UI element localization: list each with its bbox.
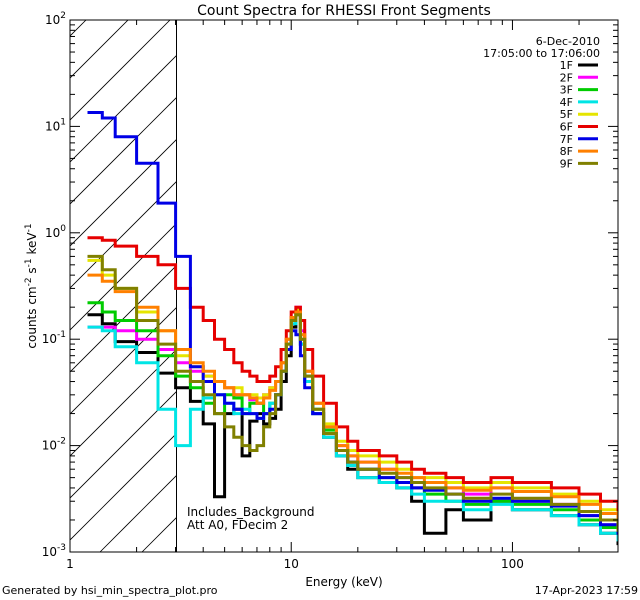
legend-label: 1F [560, 59, 573, 72]
y-tick-label: 10-3 [42, 543, 66, 559]
time-range-label: 17:05:00 to 17:06:00 [483, 47, 600, 60]
series-line-8F [87, 273, 618, 524]
hatch-line [70, 432, 177, 541]
hatch-line [226, 0, 640, 552]
legend-label: 9F [560, 157, 573, 170]
attenuator-annotation: Att A0, FDecim 2 [187, 518, 288, 532]
hatch-line [70, 348, 177, 457]
legend-label: 3F [560, 84, 573, 97]
plot-frame [69, 19, 619, 553]
footer-timestamp: 17-Apr-2023 17:59 [535, 584, 638, 597]
legend-label: 8F [560, 145, 573, 158]
hatch-line [70, 390, 177, 499]
chart-title: Count Spectra for RHESSI Front Segments [197, 3, 491, 19]
y-tick-label: 10-1 [42, 330, 66, 346]
date-label: 6-Dec-2010 [536, 35, 600, 48]
hatch-line [70, 222, 177, 331]
legend-label: 7F [560, 133, 573, 146]
hatch-line [70, 54, 177, 163]
x-tick-label: 1 [66, 557, 74, 571]
y-tick-label: 101 [45, 117, 66, 133]
legend-label: 6F [560, 121, 573, 134]
hatch-line [70, 306, 177, 415]
y-tick-label: 10-2 [42, 437, 66, 453]
y-axis-label: counts cm-2 s-1 keV-1 [24, 223, 39, 348]
x-tick-label: 100 [501, 557, 524, 571]
hatch-line [70, 20, 171, 121]
x-axis-label: Energy (keV) [305, 575, 382, 589]
hatch-line [268, 0, 640, 552]
series-line-6F [87, 236, 618, 512]
hatch-line [70, 96, 177, 205]
hatch-line [70, 20, 87, 37]
x-tick-label: 10 [284, 557, 299, 571]
background-hatch-region [70, 0, 640, 552]
legend-label: 2F [560, 71, 573, 84]
y-tick-label: 102 [45, 11, 66, 27]
legend-label: 4F [560, 96, 573, 109]
hatch-line [70, 138, 177, 247]
series-line-9F [87, 254, 618, 532]
background-annotation: Includes_Background [187, 505, 315, 519]
hatch-line [70, 180, 177, 289]
hatch-line [70, 20, 129, 79]
footer-generated-by: Generated by hsi_min_spectra_plot.pro [2, 584, 218, 597]
legend-label: 5F [560, 108, 573, 121]
series-line-4F [87, 313, 618, 542]
y-tick-label: 100 [45, 224, 66, 240]
